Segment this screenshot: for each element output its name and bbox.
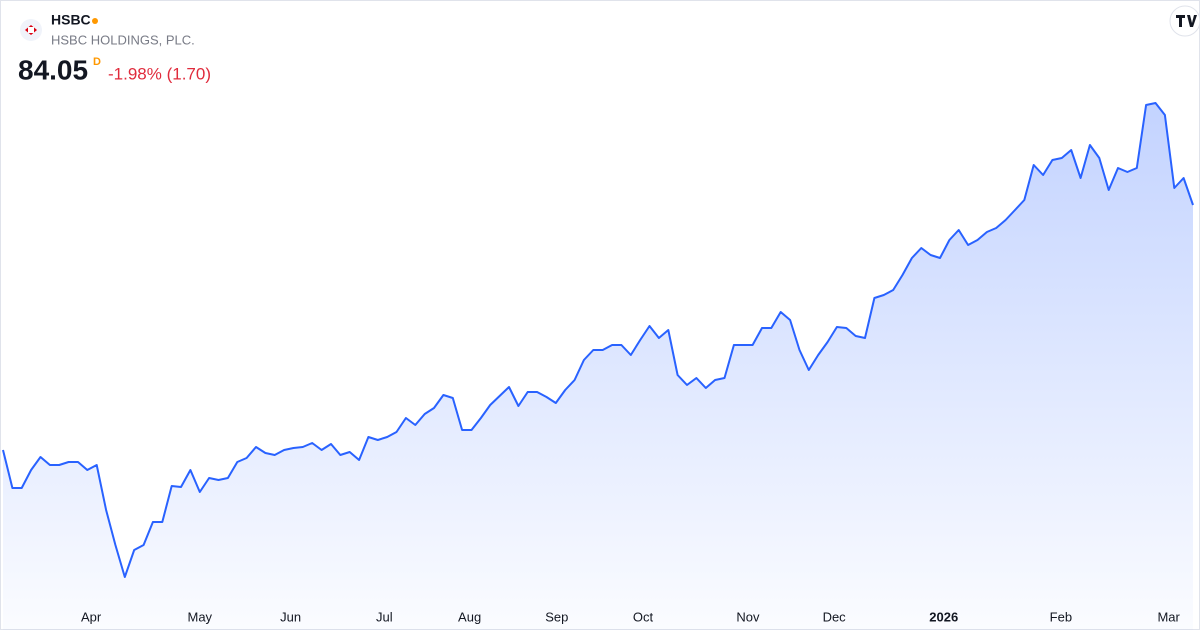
logo	[20, 19, 42, 41]
price-flag: D	[93, 56, 101, 68]
x-tick-label: May	[187, 609, 212, 624]
area-fill	[3, 103, 1193, 630]
x-tick-label: Feb	[1050, 609, 1072, 624]
x-tick-label: 2026	[929, 609, 958, 624]
status-dot	[92, 18, 98, 24]
x-tick-label: Nov	[736, 609, 760, 624]
x-tick-label: Oct	[633, 609, 654, 624]
x-tick-label: Apr	[81, 609, 102, 624]
x-tick-label: Aug	[458, 609, 481, 624]
x-tick-label: Jul	[376, 609, 393, 624]
symbol: HSBC	[51, 12, 91, 28]
price-change: -1.98% (1.70)	[108, 64, 211, 83]
x-tick-label: Mar	[1157, 609, 1180, 624]
x-tick-label: Sep	[545, 609, 568, 624]
price: 84.05	[18, 54, 88, 85]
tv-logo	[1169, 5, 1200, 37]
company-name: HSBC HOLDINGS, PLC.	[51, 32, 195, 47]
x-tick-label: Dec	[823, 609, 847, 624]
price-line	[2, 102, 1194, 578]
x-tick-label: Jun	[280, 609, 301, 624]
